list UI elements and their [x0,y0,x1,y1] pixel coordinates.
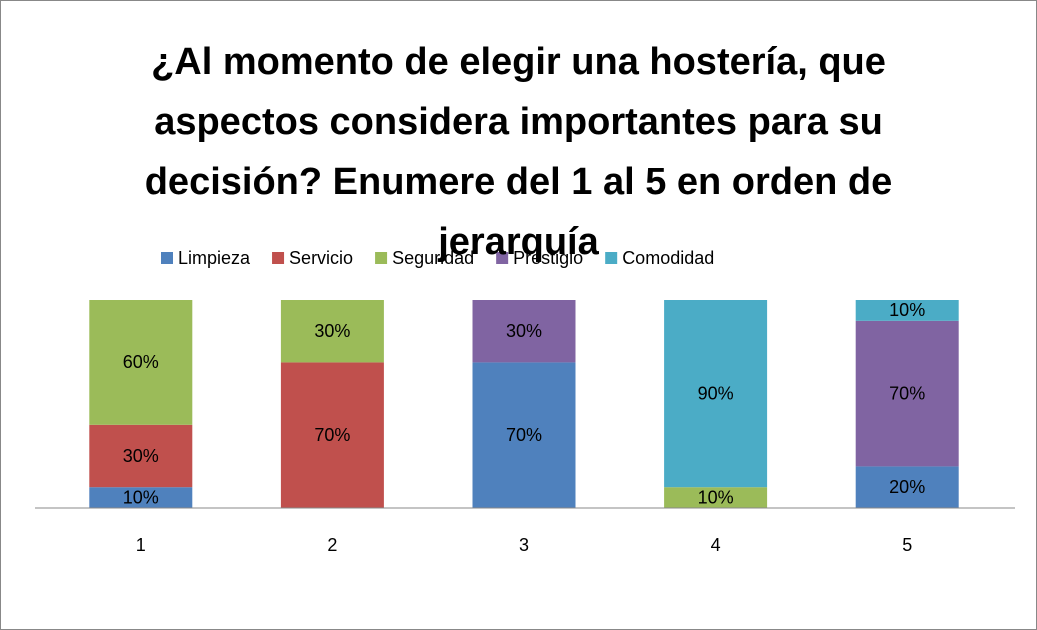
data-label: 90% [698,383,734,403]
legend-swatch [161,252,173,264]
data-label: 30% [314,321,350,341]
data-label: 10% [889,300,925,320]
x-tick-label: 1 [136,535,146,555]
bar-segment [472,362,576,508]
x-tick-label: 2 [327,535,337,555]
data-label: 30% [506,321,542,341]
x-tick-label: 5 [902,535,912,555]
data-label: 70% [889,383,925,403]
x-tick-label: 4 [711,535,721,555]
bar-segment [280,300,384,363]
data-label: 10% [123,487,159,507]
bar-segment [664,300,768,488]
legend-swatch [375,252,388,264]
legend-label: Comodidad [622,248,714,268]
data-label: 10% [698,487,734,507]
bar-segment [89,424,193,488]
legend-swatch [496,252,509,264]
data-label: 70% [314,425,350,445]
legend-swatch [605,252,618,264]
legend-label: Servicio [289,248,353,268]
bar-segment [472,300,576,363]
bar-segment [89,487,193,508]
legend-label: Limpieza [178,248,251,268]
data-label: 70% [506,425,542,445]
data-label: 60% [123,352,159,372]
chart-title: ¿Al momento de elegir una hostería, que … [144,41,893,263]
data-label: 20% [889,477,925,497]
bar-segment [280,362,384,508]
data-label: 30% [123,446,159,466]
bar-segment [855,466,959,508]
legend-swatch [272,252,285,264]
legend-label: Prestigio [513,248,583,268]
x-tick-label: 3 [519,535,529,555]
legend-label: Seguridad [392,248,474,268]
bar-segment [855,320,959,467]
bar-segment [855,300,959,321]
bar-segment [89,300,193,425]
bar-segment [664,487,768,508]
